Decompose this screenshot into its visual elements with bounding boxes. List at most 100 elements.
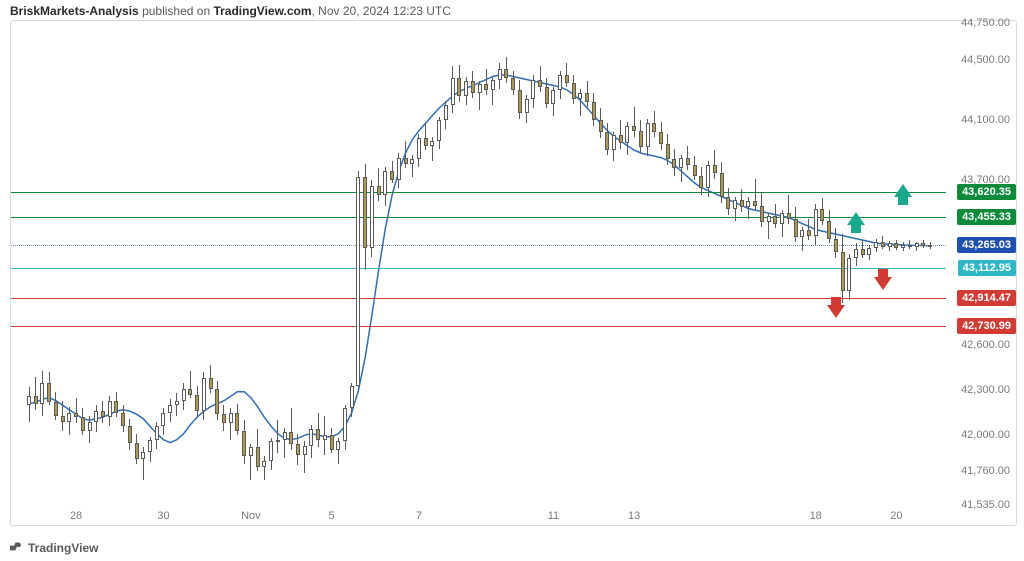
candle — [498, 63, 502, 89]
candle — [283, 428, 287, 458]
candle — [565, 63, 569, 87]
candle — [316, 413, 320, 448]
y-tick-label: 42,300.00 — [961, 384, 1010, 396]
chart-container[interactable]: 44,750.0044,500.0044,100.0043,700.0042,6… — [10, 20, 1017, 526]
price-label-r1: 43,620.35 — [957, 184, 1016, 200]
candle — [585, 81, 589, 107]
candle — [336, 438, 340, 464]
candle — [545, 78, 549, 108]
candle — [457, 65, 461, 103]
candle — [74, 398, 78, 424]
publish-header: BriskMarkets-Analysis published on Tradi… — [10, 4, 451, 18]
candle — [531, 75, 535, 108]
candle — [551, 87, 555, 116]
candlestick-plot[interactable] — [11, 21, 946, 525]
candle — [135, 434, 139, 464]
candle — [578, 89, 582, 116]
candle — [289, 408, 293, 450]
candle — [417, 134, 421, 167]
price-axis: 44,750.0044,500.0044,100.0043,700.0042,6… — [944, 21, 1016, 525]
candle — [773, 204, 777, 228]
x-tick-label: Nov — [241, 510, 261, 522]
candle — [928, 242, 932, 249]
author-name: BriskMarkets-Analysis — [10, 4, 139, 18]
x-tick-label: 30 — [157, 510, 169, 522]
x-tick-label: 20 — [890, 510, 902, 522]
candle — [363, 164, 367, 271]
price-label-s1: 43,112.95 — [958, 260, 1016, 276]
candle — [787, 195, 791, 224]
candle — [161, 408, 165, 435]
candle — [484, 69, 488, 95]
candle — [323, 416, 327, 455]
candle — [847, 254, 851, 301]
candle — [861, 240, 865, 258]
candle — [471, 71, 475, 98]
candle — [881, 236, 885, 250]
candle — [40, 371, 44, 416]
candle — [686, 146, 690, 170]
x-tick-label: 18 — [810, 510, 822, 522]
y-tick-label: 41,760.00 — [961, 465, 1010, 477]
candle — [504, 57, 508, 83]
candle — [67, 407, 71, 436]
candle — [921, 240, 925, 248]
x-tick-label: 7 — [416, 510, 422, 522]
candle — [800, 227, 804, 251]
candle — [814, 204, 818, 245]
y-tick-label: 44,750.00 — [961, 17, 1010, 29]
price-label-r2: 43,455.33 — [957, 209, 1016, 225]
candle — [612, 132, 616, 161]
tradingview-logo-icon — [10, 541, 24, 555]
candle — [128, 419, 132, 451]
candle — [195, 386, 199, 418]
x-tick-label: 5 — [329, 510, 335, 522]
watermark: TradingView — [10, 541, 98, 555]
candle — [888, 241, 892, 252]
candle — [175, 393, 179, 416]
candle — [108, 396, 112, 426]
candle — [262, 456, 266, 480]
level-line-s2 — [11, 298, 946, 299]
candle — [141, 447, 145, 480]
candle — [625, 122, 629, 155]
candle — [249, 444, 253, 480]
publish-date: Nov 20, 2024 12:23 UTC — [318, 4, 451, 18]
y-tick-label: 44,500.00 — [961, 54, 1010, 66]
candle — [114, 392, 118, 418]
candle — [491, 77, 495, 106]
y-tick-label: 42,600.00 — [961, 339, 1010, 351]
candle — [525, 95, 529, 124]
candle — [652, 111, 656, 137]
candle — [370, 180, 374, 257]
y-tick-label: 42,000.00 — [961, 429, 1010, 441]
candle — [693, 156, 697, 180]
candle — [794, 207, 798, 242]
candle — [874, 239, 878, 253]
candle — [854, 243, 858, 266]
candle — [464, 77, 468, 106]
candle — [538, 66, 542, 92]
candle — [383, 167, 387, 206]
candle — [121, 405, 125, 432]
level-line-r1 — [11, 192, 946, 193]
candle — [34, 377, 38, 410]
candle — [168, 399, 172, 422]
candle — [720, 162, 724, 203]
candle — [296, 434, 300, 466]
candle — [867, 245, 871, 260]
candle — [430, 137, 434, 161]
candle — [444, 101, 448, 130]
candle — [88, 416, 92, 443]
price-label-cur: 43,265.03 — [957, 237, 1016, 253]
chart-frame: { "header": { "author": "BriskMarkets-An… — [0, 0, 1024, 561]
candle — [94, 405, 98, 432]
level-line-s1 — [11, 268, 946, 269]
level-line-r2 — [11, 217, 946, 218]
candle — [202, 372, 206, 420]
level-line-s3 — [11, 326, 946, 327]
candle — [746, 197, 750, 220]
candle — [229, 408, 233, 440]
x-tick-label: 28 — [70, 510, 82, 522]
candle — [666, 134, 670, 166]
